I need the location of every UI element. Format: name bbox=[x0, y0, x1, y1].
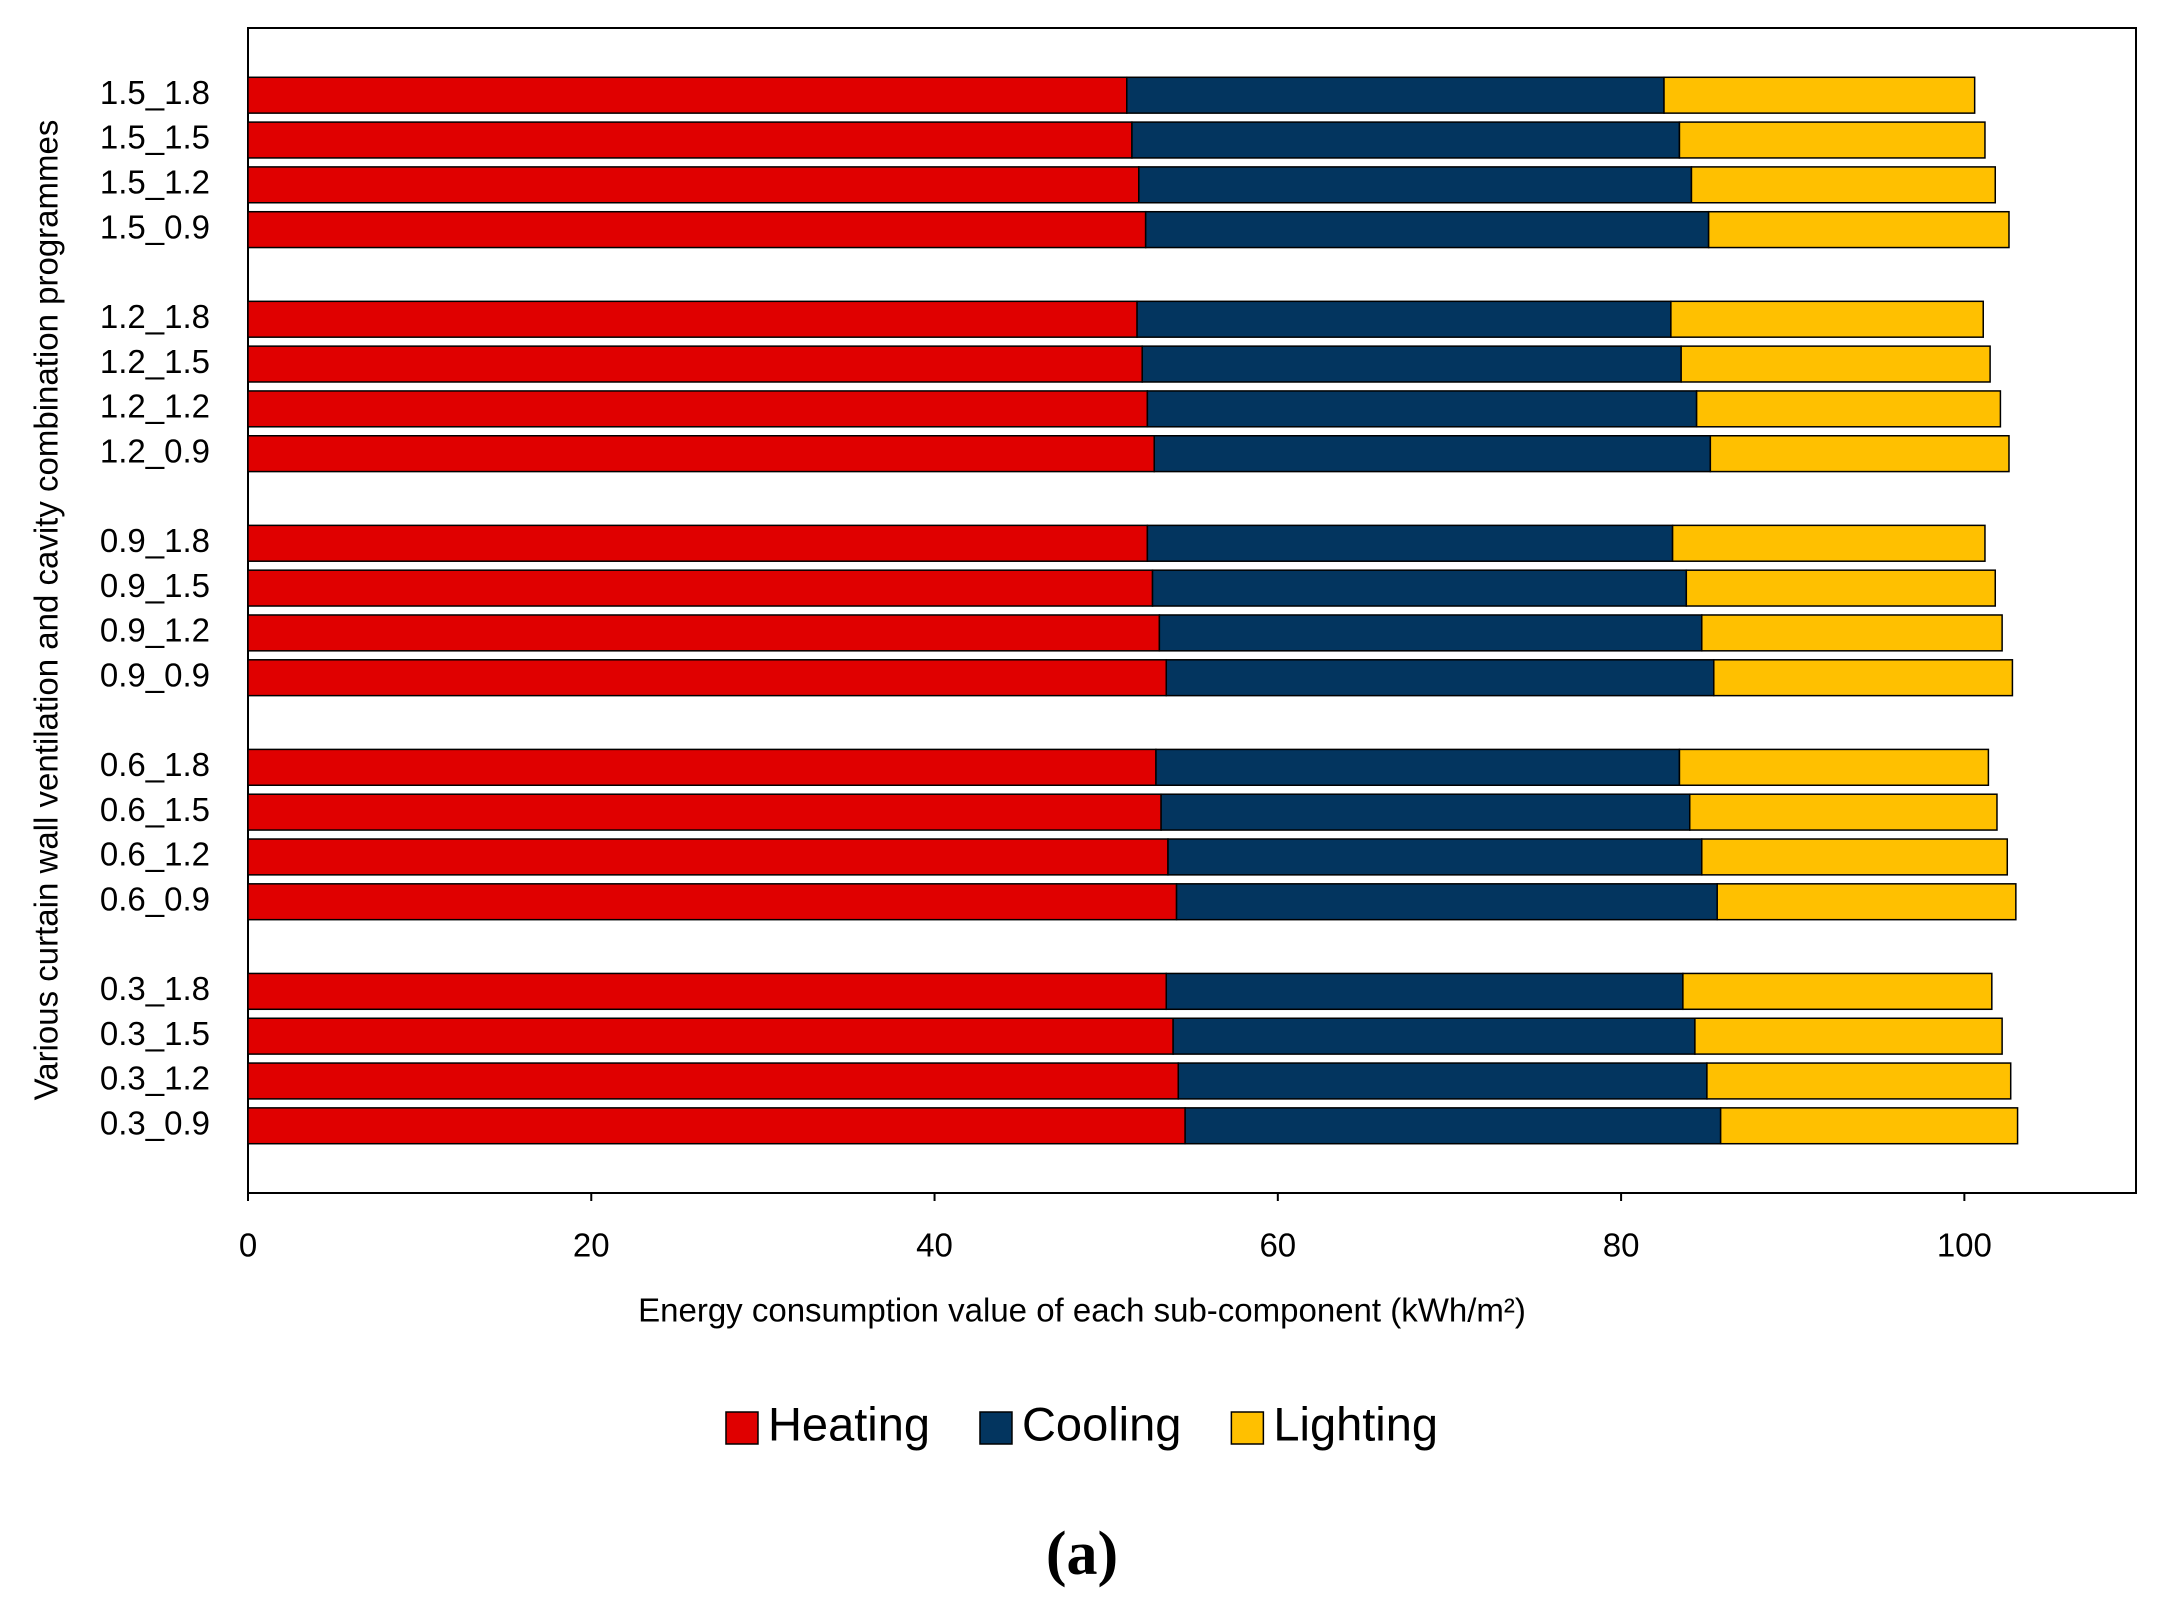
bar-segment bbox=[247, 1062, 1180, 1100]
x-tick-label: 40 bbox=[916, 1227, 953, 1264]
y-tick-label: 0.3_1.2 bbox=[100, 1060, 210, 1097]
y-tick-label: 0.9_1.5 bbox=[100, 567, 210, 604]
bar-segment bbox=[247, 838, 1169, 876]
y-tick-label: 1.2_1.2 bbox=[100, 388, 210, 425]
bar-segment bbox=[247, 166, 1140, 204]
x-tick-label: 0 bbox=[239, 1227, 257, 1264]
bar-segment bbox=[1172, 1017, 1696, 1055]
bar-segment bbox=[1688, 793, 1998, 831]
bar-segment bbox=[247, 793, 1162, 831]
plot-frame bbox=[247, 27, 2137, 1194]
bar-segment bbox=[247, 1107, 1186, 1145]
bar-segment bbox=[1184, 1107, 1722, 1145]
y-tick-label: 1.5_1.2 bbox=[100, 164, 210, 201]
y-tick-label: 1.5_1.5 bbox=[100, 119, 210, 156]
bar-segment bbox=[1719, 1107, 2019, 1145]
bar-segment bbox=[247, 121, 1133, 159]
y-tick-label: 1.2_1.5 bbox=[100, 343, 210, 380]
bar-segment bbox=[1165, 972, 1684, 1011]
x-tick-label: 20 bbox=[573, 1227, 610, 1264]
bar-segment bbox=[1682, 972, 1993, 1011]
bar-segment bbox=[1165, 659, 1715, 697]
bar-segment bbox=[1153, 435, 1712, 473]
bar-segment bbox=[247, 569, 1154, 607]
legend-label: Heating bbox=[768, 1397, 930, 1450]
bar-segment bbox=[1713, 659, 2014, 697]
legend-label: Cooling bbox=[1022, 1397, 1181, 1450]
x-tick-label: 100 bbox=[1937, 1227, 1992, 1264]
bar-segment bbox=[1663, 76, 1976, 114]
y-tick-label: 0.3_1.5 bbox=[100, 1015, 210, 1052]
bar-segment bbox=[1160, 793, 1691, 831]
x-tick-label: 60 bbox=[1259, 1227, 1296, 1264]
y-tick-label: 0.6_1.8 bbox=[100, 746, 210, 783]
x-axis-title: Energy consumption value of each sub-com… bbox=[638, 1292, 1526, 1329]
bar-segment bbox=[1701, 838, 2009, 876]
bar-segment bbox=[247, 883, 1178, 921]
y-tick-label: 1.5_1.8 bbox=[100, 74, 210, 111]
y-axis-title: Various curtain wall ventilation and cav… bbox=[28, 120, 65, 1101]
bar-segment bbox=[247, 435, 1155, 473]
bar-segment bbox=[247, 659, 1168, 697]
bar-segment bbox=[1151, 569, 1688, 607]
bar-segment bbox=[247, 390, 1149, 428]
bar-segment bbox=[247, 345, 1143, 383]
bar-segment bbox=[1138, 166, 1693, 204]
bar-segment bbox=[247, 524, 1149, 562]
y-tick-label: 1.2_1.8 bbox=[100, 298, 210, 335]
bar-segment bbox=[1678, 748, 1990, 787]
bar-segment bbox=[1141, 345, 1682, 383]
y-tick-label: 0.9_0.9 bbox=[100, 656, 210, 693]
x-tick-label: 80 bbox=[1603, 1227, 1640, 1264]
bar-segment bbox=[247, 1017, 1174, 1055]
y-tick-label: 0.3_0.9 bbox=[100, 1105, 210, 1142]
bar-segment bbox=[247, 300, 1138, 338]
bar-segment bbox=[1126, 76, 1665, 114]
y-tick-label: 0.6_1.2 bbox=[100, 836, 210, 873]
bar-segment bbox=[1167, 838, 1703, 876]
legend-label: Lighting bbox=[1273, 1397, 1438, 1450]
bar-segment bbox=[247, 748, 1157, 787]
bar-segment bbox=[1707, 210, 2010, 249]
bar-segment bbox=[1146, 390, 1698, 428]
legend-swatch bbox=[1230, 1411, 1265, 1445]
y-tick-label: 0.9_1.8 bbox=[100, 522, 210, 559]
bar-segment bbox=[1706, 1062, 2012, 1100]
bar-segment bbox=[1701, 614, 2003, 652]
legend-swatch bbox=[979, 1411, 1013, 1445]
bar-segment bbox=[1175, 883, 1718, 921]
bar-segment bbox=[1177, 1062, 1708, 1100]
bar-segment bbox=[1695, 390, 2002, 428]
y-tick-label: 0.6_0.9 bbox=[100, 880, 210, 917]
bar-segment bbox=[1136, 300, 1672, 338]
bar-segment bbox=[1716, 883, 2017, 921]
bar-segment bbox=[1155, 748, 1681, 787]
bar-segment bbox=[1690, 166, 1997, 204]
bar-segment bbox=[247, 614, 1161, 652]
bar-segment bbox=[1685, 569, 1997, 607]
bar-segment bbox=[1694, 1017, 2003, 1055]
bar-segment bbox=[1131, 121, 1681, 159]
bar-segment bbox=[1158, 614, 1703, 652]
y-tick-label: 1.5_0.9 bbox=[100, 208, 210, 245]
bar-segment bbox=[1709, 435, 2010, 473]
legend-swatch bbox=[725, 1411, 759, 1445]
y-tick-label: 0.3_1.8 bbox=[100, 970, 210, 1007]
bar-segment bbox=[247, 76, 1128, 114]
bar-segment bbox=[1671, 524, 1986, 562]
bar-segment bbox=[247, 972, 1168, 1011]
bar-segment bbox=[1144, 210, 1710, 249]
bar-segment bbox=[1670, 300, 1984, 338]
panel-label: (a) bbox=[1046, 1520, 1118, 1588]
bar-segment bbox=[247, 210, 1147, 249]
bar-segment bbox=[1678, 121, 1986, 159]
y-tick-label: 0.6_1.5 bbox=[100, 791, 210, 828]
y-tick-label: 0.9_1.2 bbox=[100, 612, 210, 649]
bar-segment bbox=[1146, 524, 1674, 562]
y-tick-label: 1.2_0.9 bbox=[100, 432, 210, 469]
bar-segment bbox=[1680, 345, 1991, 383]
